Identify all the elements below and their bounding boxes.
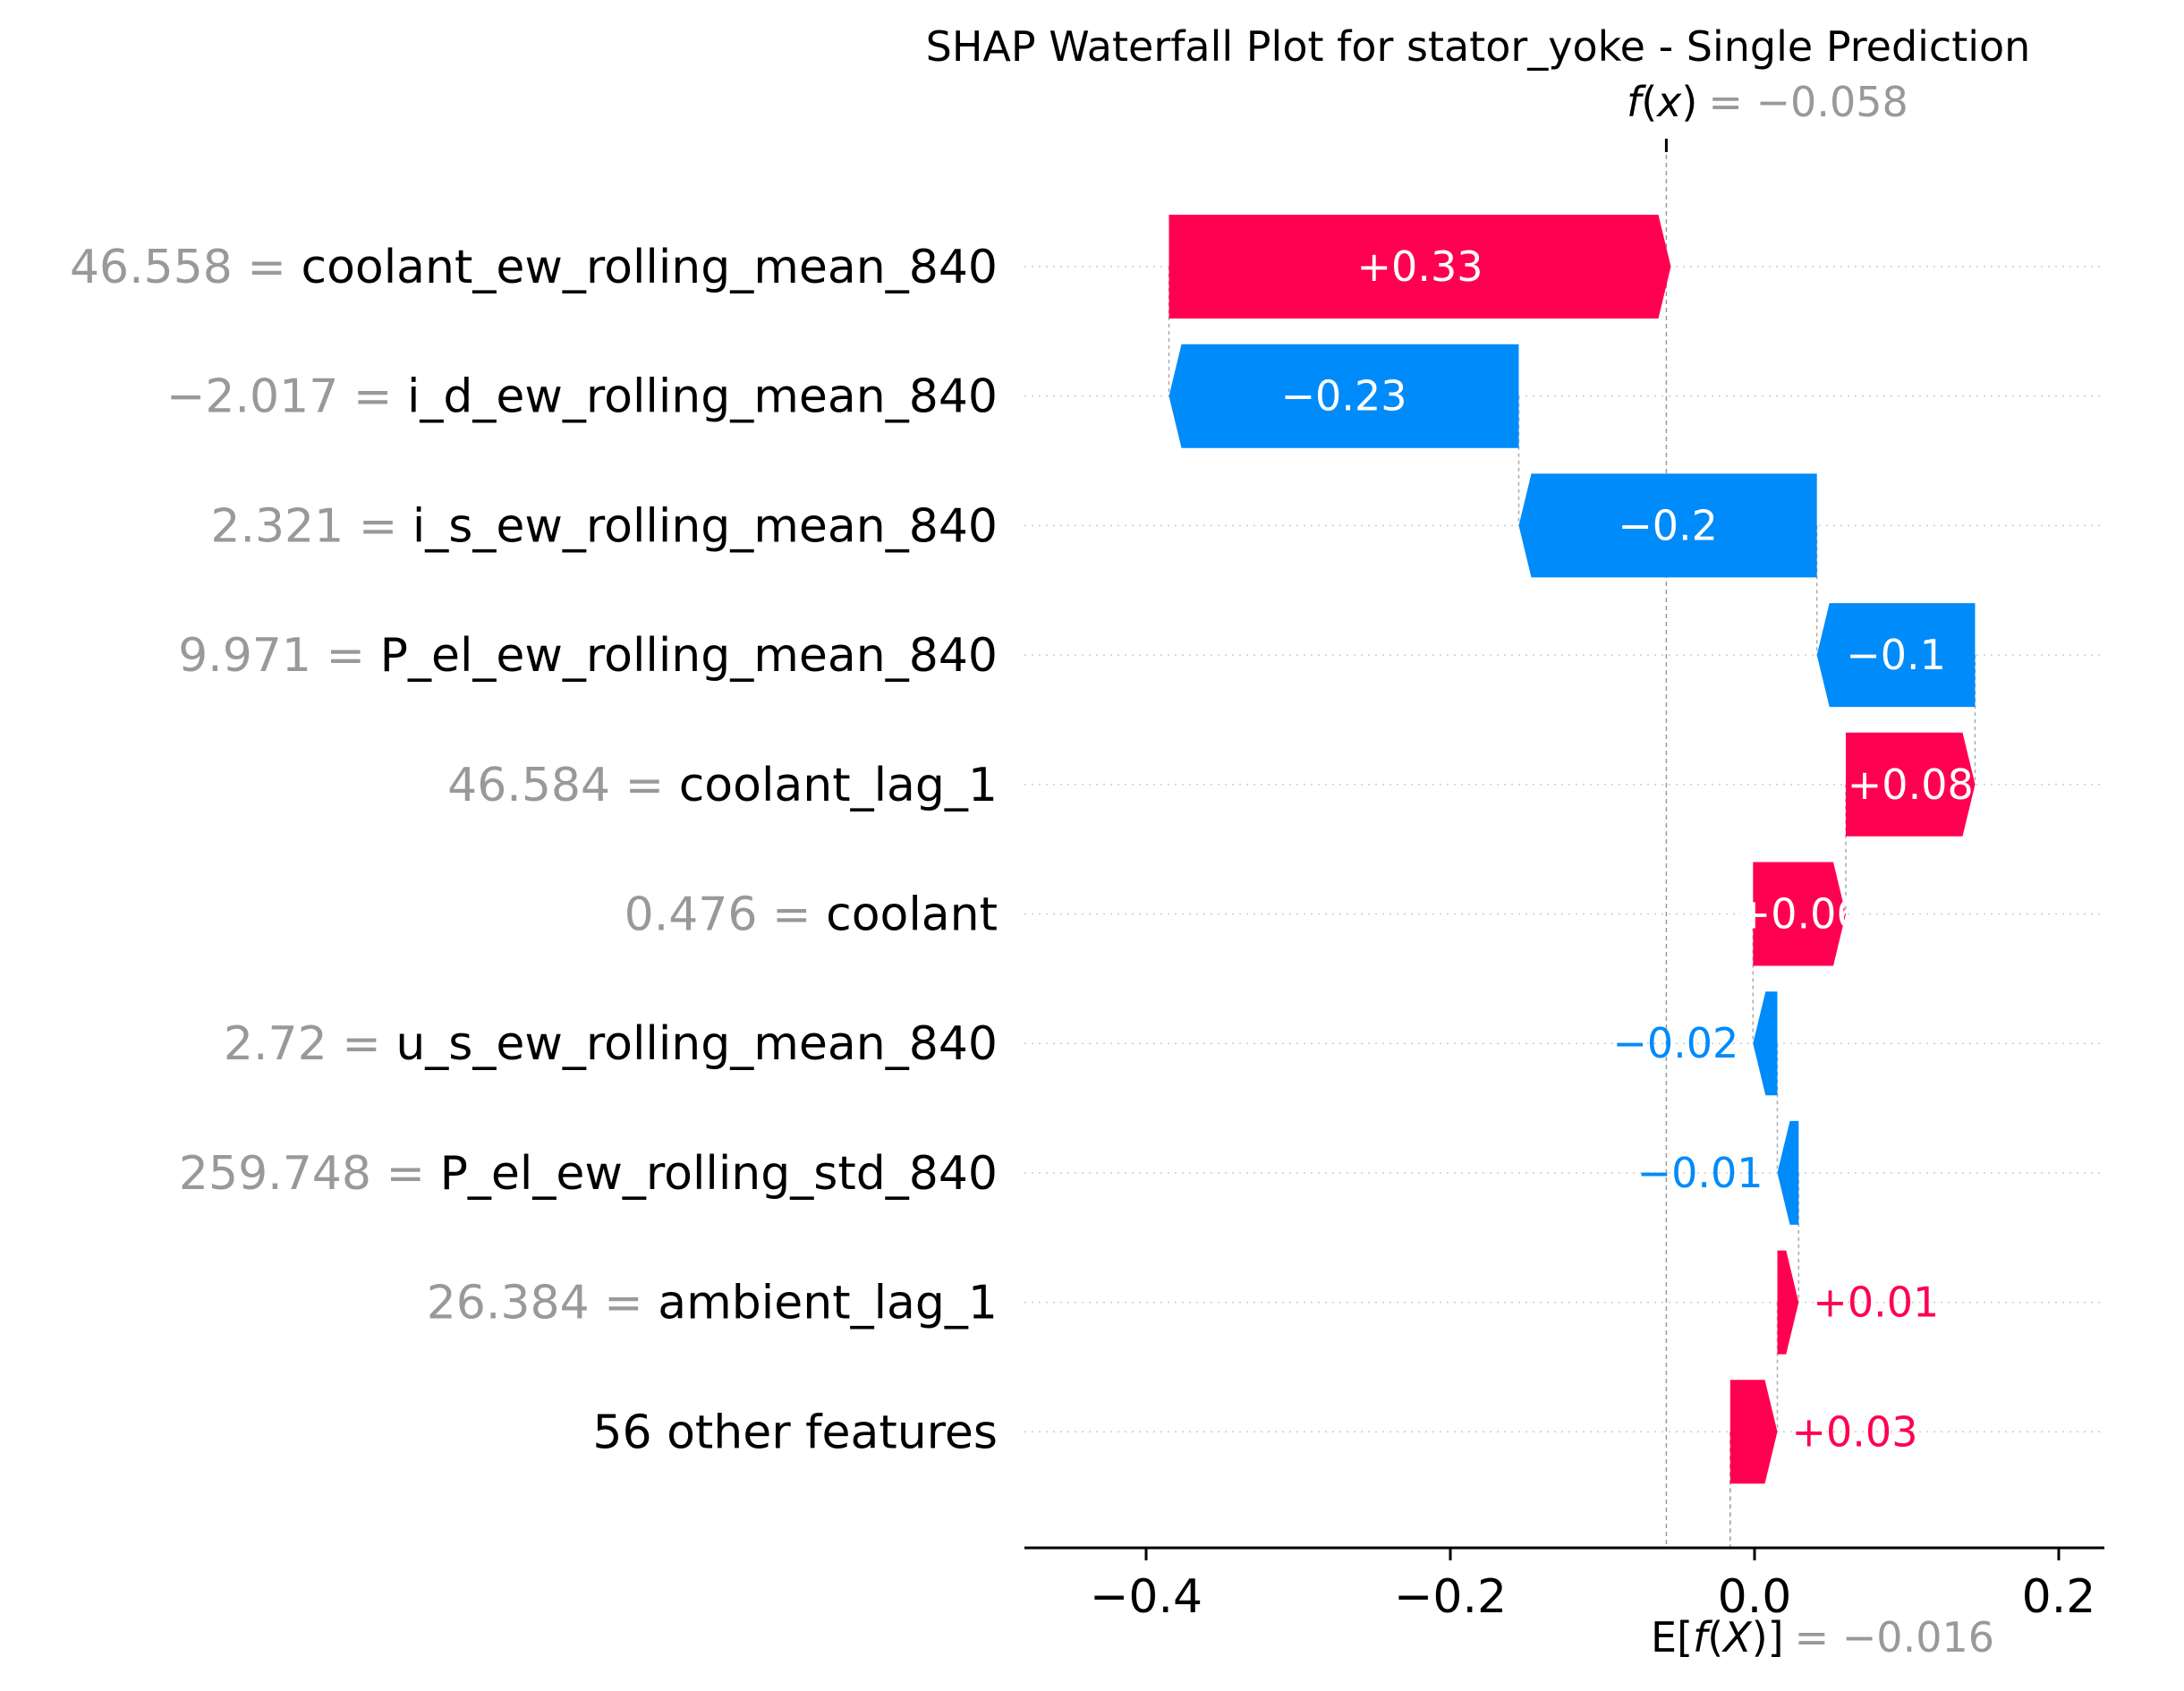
feature-name: P_el_ew_rolling_mean_840 bbox=[380, 629, 998, 683]
bar-negative bbox=[1518, 473, 1817, 578]
feature-label: 56 other features bbox=[592, 1406, 998, 1459]
feature-label: 46.558 = coolant_ew_rolling_mean_840 bbox=[70, 241, 998, 294]
feature-value: 2.72 = bbox=[224, 1017, 395, 1071]
fx-label-close: ) bbox=[1681, 78, 1697, 126]
chart-title: SHAP Waterfall Plot for stator_yoke - Si… bbox=[926, 22, 2031, 71]
feature-label: 46.584 = coolant_lag_1 bbox=[447, 759, 998, 812]
bar-negative bbox=[1777, 1120, 1799, 1225]
feature-value: 46.584 = bbox=[447, 759, 679, 812]
feature-value: 26.384 = bbox=[427, 1277, 659, 1330]
bar-value-label: +0.03 bbox=[1792, 1407, 1918, 1456]
feature-name: P_el_ew_rolling_std_840 bbox=[440, 1147, 998, 1201]
feature-labels: 46.558 = coolant_ew_rolling_mean_840 −2.0… bbox=[70, 241, 998, 1459]
bar-negative bbox=[1168, 344, 1519, 448]
bar-positive bbox=[1753, 862, 1846, 966]
feature-label: 2.72 = u_s_ew_rolling_mean_840 bbox=[224, 1017, 998, 1071]
bar-positive bbox=[1168, 215, 1671, 319]
feature-name: coolant_lag_1 bbox=[679, 759, 998, 812]
feature-value: 0.476 = bbox=[625, 888, 827, 942]
fx-annotation: f(x) = −0.058 bbox=[1627, 78, 1908, 126]
bar-negative bbox=[1753, 991, 1778, 1096]
bar-positive bbox=[1729, 1380, 1778, 1484]
x-axis: −0.4 −0.2 0.0 0.2 bbox=[1024, 1546, 2104, 1624]
bar-value-label: −0.1 bbox=[1846, 631, 1946, 679]
x-tick-label: −0.2 bbox=[1394, 1570, 1507, 1624]
fx-label-rest: ( bbox=[1641, 78, 1657, 126]
base-value: = −0.016 bbox=[1795, 1613, 1994, 1661]
feature-label: 2.321 = i_s_ew_rolling_mean_840 bbox=[210, 499, 998, 553]
x-tick-label: 0.0 bbox=[1718, 1570, 1792, 1624]
reference-lines bbox=[1664, 139, 1731, 1548]
bar-value-label: +0.08 bbox=[1848, 761, 1974, 809]
feature-name: u_s_ew_rolling_mean_840 bbox=[395, 1017, 998, 1071]
feature-label: −2.017 = i_d_ew_rolling_mean_840 bbox=[166, 370, 998, 424]
bar-value-label: −0.2 bbox=[1618, 501, 1718, 549]
feature-label: 0.476 = coolant bbox=[625, 888, 998, 942]
fx-label-x: x bbox=[1655, 78, 1682, 126]
bar-labels: +0.33 −0.23 −0.2 −0.1 +0.08 +0.06 −0.02 −0.01 +0… bbox=[1281, 242, 1974, 1456]
bar-negative bbox=[1816, 603, 1976, 708]
feature-name: i_d_ew_rolling_mean_840 bbox=[407, 370, 998, 424]
base-label-close: )] bbox=[1752, 1613, 1784, 1661]
feature-value: 9.971 = bbox=[178, 629, 380, 683]
feature-name: coolant bbox=[826, 888, 998, 942]
bar-value-label: +0.33 bbox=[1357, 242, 1483, 291]
x-tick-label: −0.4 bbox=[1090, 1570, 1202, 1624]
feature-label: 9.971 = P_el_ew_rolling_mean_840 bbox=[178, 629, 998, 683]
feature-name: 56 other features bbox=[592, 1406, 998, 1459]
base-value-annotation: E[f(X)] = −0.016 bbox=[1651, 1613, 1994, 1661]
feature-value: 2.321 = bbox=[210, 499, 412, 553]
bar-value-label: −0.02 bbox=[1612, 1019, 1738, 1067]
feature-name: coolant_ew_rolling_mean_840 bbox=[302, 241, 998, 294]
bar-value-label: +0.01 bbox=[1813, 1279, 1939, 1327]
feature-name: i_s_ew_rolling_mean_840 bbox=[412, 499, 998, 553]
base-label-x: X bbox=[1721, 1613, 1753, 1661]
feature-label: 259.748 = P_el_ew_rolling_std_840 bbox=[179, 1147, 998, 1201]
bar-value-label: −0.01 bbox=[1637, 1149, 1763, 1197]
x-tick-label: 0.2 bbox=[2022, 1570, 2096, 1624]
feature-name: ambient_lag_1 bbox=[658, 1277, 998, 1330]
base-label-open: ( bbox=[1707, 1613, 1723, 1661]
bar-value-label: −0.23 bbox=[1281, 372, 1407, 421]
bar-positive bbox=[1777, 1250, 1799, 1355]
feature-value: 259.748 = bbox=[179, 1147, 440, 1201]
feature-value: 46.558 = bbox=[70, 241, 302, 294]
base-label: E[ bbox=[1651, 1613, 1693, 1661]
feature-label: 26.384 = ambient_lag_1 bbox=[427, 1277, 998, 1330]
fx-value: = −0.058 bbox=[1708, 78, 1908, 126]
feature-value: −2.017 = bbox=[166, 370, 407, 424]
bar-positive bbox=[1846, 732, 1976, 837]
bar-value-label: +0.06 bbox=[1737, 890, 1863, 939]
bars bbox=[1168, 215, 1976, 1484]
